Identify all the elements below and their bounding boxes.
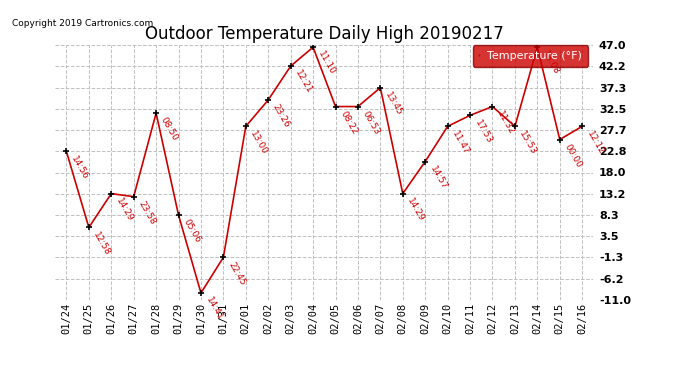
Text: 15:53: 15:53 [518, 129, 538, 156]
Text: 13:08: 13:08 [540, 50, 561, 77]
Text: 23:58: 23:58 [137, 200, 157, 226]
Text: 14:29: 14:29 [114, 196, 135, 223]
Text: 12:58: 12:58 [92, 230, 112, 257]
Text: 12:21: 12:21 [293, 69, 314, 96]
Text: 14:57: 14:57 [428, 164, 448, 191]
Text: 08:50: 08:50 [159, 116, 179, 143]
Text: 13:00: 13:00 [248, 129, 269, 156]
Text: 17:53: 17:53 [473, 118, 493, 145]
Text: 05:06: 05:06 [181, 218, 202, 245]
Text: 13:45: 13:45 [383, 90, 404, 117]
Text: 00:00: 00:00 [562, 142, 583, 169]
Text: 14:29: 14:29 [406, 196, 426, 223]
Text: 11:32: 11:32 [495, 110, 516, 136]
Text: 11:47: 11:47 [451, 129, 471, 156]
Title: Outdoor Temperature Daily High 20190217: Outdoor Temperature Daily High 20190217 [145, 26, 504, 44]
Text: 22:45: 22:45 [226, 260, 247, 287]
Text: 12:12: 12:12 [585, 129, 606, 156]
Text: 06:53: 06:53 [361, 110, 382, 136]
Text: Copyright 2019 Cartronics.com: Copyright 2019 Cartronics.com [12, 20, 153, 28]
Text: 23:26: 23:26 [271, 103, 292, 129]
Text: 14:41: 14:41 [204, 296, 224, 322]
Legend: Temperature (°F): Temperature (°F) [473, 45, 588, 67]
Text: 11:10: 11:10 [316, 50, 337, 77]
Text: 14:56: 14:56 [69, 154, 90, 181]
Text: 08:22: 08:22 [338, 110, 359, 136]
